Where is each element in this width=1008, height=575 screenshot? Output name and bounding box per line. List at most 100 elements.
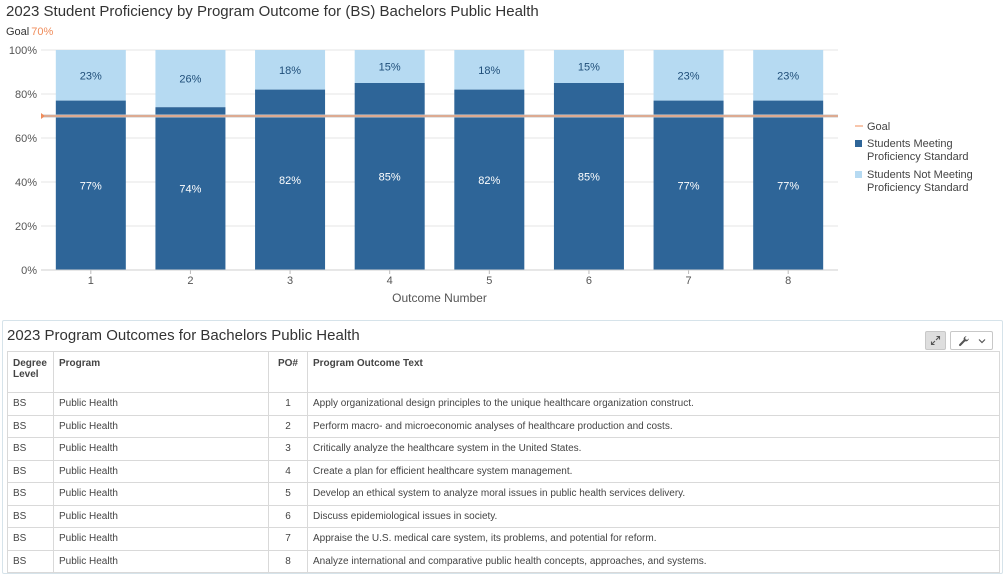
- y-tick-label: 40%: [15, 177, 37, 189]
- data-label-meeting: 74%: [179, 184, 201, 196]
- y-tick-label: 80%: [15, 89, 37, 101]
- x-tick-label: 7: [686, 275, 692, 287]
- table-row: BS Public Health 4 Create a plan for effici…: [7, 459, 1000, 483]
- cell-po: 5: [268, 482, 308, 506]
- data-label-not-meeting: 15%: [379, 62, 401, 74]
- table-header-row: Degree Level Program PO# Program Outcome…: [7, 351, 1000, 393]
- program-outcomes-panel: 2023 Program Outcomes for Bachelors Publ…: [2, 320, 1003, 574]
- cell-outcome-text: Apply organizational design principles t…: [307, 392, 1000, 416]
- tools-dropdown-button[interactable]: [950, 331, 993, 350]
- legend-goal-label: Goal: [867, 121, 890, 133]
- cell-po: 2: [268, 414, 308, 438]
- bar-meeting: [354, 83, 425, 270]
- x-tick-label: 2: [187, 275, 193, 287]
- header-program[interactable]: Program: [53, 351, 269, 393]
- header-po-number[interactable]: PO#: [268, 351, 308, 393]
- cell-outcome-text: Develop an ethical system to analyze mor…: [307, 482, 1000, 506]
- data-label-not-meeting: 15%: [578, 62, 600, 74]
- cell-po: 6: [268, 504, 308, 528]
- data-label-meeting: 85%: [379, 172, 401, 184]
- cell-po: 1: [268, 392, 308, 416]
- program-outcomes-table: Degree Level Program PO# Program Outcome…: [7, 351, 1000, 573]
- cell-degree: BS: [7, 504, 54, 528]
- expand-button[interactable]: [925, 331, 946, 350]
- cell-program: Public Health: [53, 414, 269, 438]
- y-tick-label: 20%: [15, 221, 37, 233]
- panel-title: 2023 Program Outcomes for Bachelors Publ…: [7, 327, 360, 344]
- x-tick-label: 3: [287, 275, 293, 287]
- cell-degree: BS: [7, 527, 54, 551]
- data-label-not-meeting: 23%: [678, 70, 700, 82]
- table-row: BS Public Health 3 Critically analyze the h…: [7, 437, 1000, 461]
- y-tick-label: 0%: [21, 265, 37, 277]
- cell-program: Public Health: [53, 504, 269, 528]
- bar-not-meeting: [255, 50, 326, 90]
- bar-not-meeting: [354, 50, 425, 83]
- chevron-down-icon: [978, 338, 985, 343]
- cell-program: Public Health: [53, 437, 269, 461]
- data-label-not-meeting: 18%: [478, 65, 500, 77]
- chart-title: 2023 Student Proficiency by Program Outc…: [6, 3, 539, 20]
- goal-marker: [41, 113, 45, 119]
- cell-outcome-text: Analyze international and comparative pu…: [307, 549, 1000, 573]
- bar-not-meeting: [653, 50, 724, 101]
- data-label-not-meeting: 23%: [80, 70, 102, 82]
- cell-po: 7: [268, 527, 308, 551]
- expand-icon: [930, 335, 941, 346]
- data-label-meeting: 77%: [80, 180, 102, 192]
- y-tick-label: 60%: [15, 133, 37, 145]
- bar-meeting: [255, 89, 326, 270]
- table-row: BS Public Health 2 Perform macro- and micro…: [7, 414, 1000, 438]
- cell-outcome-text: Discuss epidemiological issues in societ…: [307, 504, 1000, 528]
- x-tick-label: 1: [88, 275, 94, 287]
- table-row: BS Public Health 7 Appraise the U.S. medica…: [7, 527, 1000, 551]
- cell-program: Public Health: [53, 392, 269, 416]
- cell-degree: BS: [7, 482, 54, 506]
- legend-meeting-label: Students Meeting Proficiency Standard: [867, 138, 969, 163]
- cell-degree: BS: [7, 549, 54, 573]
- proficiency-stacked-bar-chart: 0% 20% 40% 60% 80% 100% 23% 77% 1 26% 74% 2 18% 82% 3 1…: [9, 45, 973, 305]
- y-tick-label: 100%: [9, 45, 37, 57]
- cell-po: 8: [268, 549, 308, 573]
- data-label-meeting: 85%: [578, 172, 600, 184]
- data-label-meeting: 77%: [678, 180, 700, 192]
- header-degree-level[interactable]: Degree Level: [7, 351, 54, 393]
- goal-caption-label: Goal: [6, 26, 30, 38]
- data-label-not-meeting: 23%: [777, 70, 799, 82]
- x-tick-label: 8: [785, 275, 791, 287]
- cell-degree: BS: [7, 392, 54, 416]
- legend-not-meeting-swatch: [855, 171, 862, 178]
- legend-meeting-swatch: [855, 140, 862, 147]
- cell-degree: BS: [7, 414, 54, 438]
- table-row: BS Public Health 8 Analyze international an…: [7, 549, 1000, 573]
- bar-meeting: [454, 89, 525, 270]
- cell-outcome-text: Perform macro- and microeconomic analyse…: [307, 414, 1000, 438]
- x-axis-title: Outcome Number: [392, 291, 487, 305]
- bar-meeting: [653, 100, 724, 270]
- bar-not-meeting: [454, 50, 525, 90]
- cell-degree: BS: [7, 437, 54, 461]
- cell-program: Public Health: [53, 459, 269, 483]
- data-label-meeting: 82%: [478, 175, 500, 187]
- cell-po: 4: [268, 459, 308, 483]
- cell-po: 3: [268, 437, 308, 461]
- cell-program: Public Health: [53, 549, 269, 573]
- header-outcome-text[interactable]: Program Outcome Text: [307, 351, 1000, 393]
- bar-not-meeting: [155, 50, 226, 108]
- bar-not-meeting: [55, 50, 126, 101]
- x-tick-label: 6: [586, 275, 592, 287]
- goal-caption-value: 70%: [31, 26, 54, 38]
- bar-not-meeting: [553, 50, 624, 83]
- bar-meeting: [55, 100, 126, 270]
- cell-program: Public Health: [53, 482, 269, 506]
- bar-meeting: [553, 83, 624, 270]
- legend-not-meeting-label: Students Not Meeting Proficiency Standard: [867, 169, 973, 194]
- x-tick-label: 4: [387, 275, 393, 287]
- bar-meeting: [753, 100, 824, 270]
- data-label-not-meeting: 18%: [279, 65, 301, 77]
- data-label-not-meeting: 26%: [179, 74, 201, 86]
- table-row: BS Public Health 1 Apply organizational des…: [7, 392, 1000, 416]
- table-row: BS Public Health 5 Develop an ethical syste…: [7, 482, 1000, 506]
- cell-outcome-text: Create a plan for efficient healthcare s…: [307, 459, 1000, 483]
- cell-outcome-text: Appraise the U.S. medical care system, i…: [307, 527, 1000, 551]
